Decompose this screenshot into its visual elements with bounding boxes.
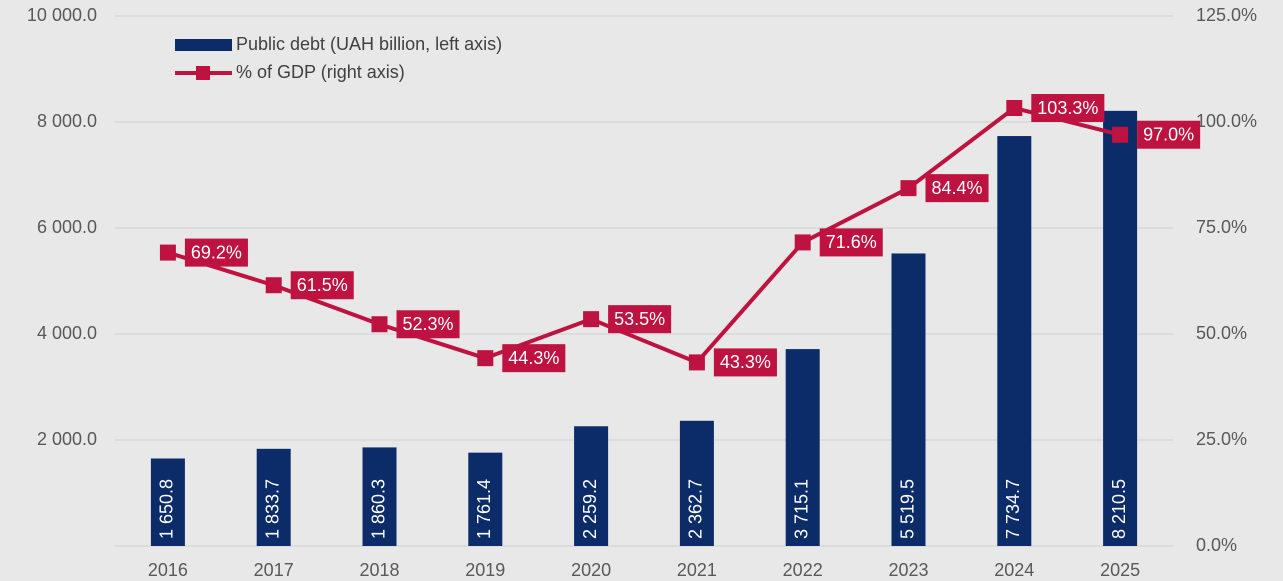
bar-value-label: 3 715.1 [791,479,811,539]
line-value-label: 43.3% [720,352,771,372]
line-marker [583,311,600,328]
y2-tick-label: 50.0% [1196,323,1247,343]
y-tick-label: 2 000.0 [37,429,97,449]
y2-tick-label: 100.0% [1196,111,1257,131]
x-tick-label: 2016 [148,560,188,580]
legend-swatch [175,39,232,51]
line-value-box [925,174,989,203]
bar-value-label: 1 650.8 [157,479,177,539]
bar-value-label: 2 362.7 [686,479,706,539]
line-marker [1112,126,1129,143]
x-tick-label: 2017 [254,560,294,580]
line-value-box [1137,120,1201,149]
bar-value-label: 1 833.7 [262,479,282,539]
line-value-label: 97.0% [1143,124,1194,144]
line-value-label: 61.5% [297,275,348,295]
y2-tick-label: 0.0% [1196,535,1237,555]
line-value-label: 53.5% [614,309,665,329]
bar [997,136,1032,546]
x-tick-label: 2021 [677,560,717,580]
legend-label: % of GDP (right axis) [236,62,405,82]
x-tick-label: 2024 [994,560,1034,580]
line-value-box [502,344,566,373]
legend-swatch-marker [196,66,210,80]
legend-label: Public debt (UAH billion, left axis) [236,34,502,54]
line-value-box [819,228,883,257]
bar-value-label: 8 210.5 [1109,479,1129,539]
line-marker [477,350,494,367]
bar-value-label: 5 519.5 [897,479,917,539]
x-tick-label: 2018 [359,560,399,580]
line-value-box [396,310,460,339]
bar [256,448,291,546]
line-value-label: 52.3% [403,314,454,334]
line-value-label: 44.3% [508,348,559,368]
y-tick-label: 8 000.0 [37,111,97,131]
bar [785,349,820,546]
line-value-label: 84.4% [932,178,983,198]
bar [150,458,185,546]
line-marker [688,354,705,371]
line-marker [159,244,176,261]
x-tick-label: 2019 [465,560,505,580]
y-tick-label: 10 000.0 [27,5,97,25]
bar-value-label: 1 761.4 [474,479,494,539]
x-tick-label: 2020 [571,560,611,580]
bar [468,452,503,546]
bar [891,253,926,547]
y-tick-label: 4 000.0 [37,323,97,343]
x-tick-label: 2022 [783,560,823,580]
line-marker [900,180,917,197]
bar-value-label: 2 259.2 [580,479,600,539]
line-value-box [1031,94,1105,123]
x-tick-label: 2025 [1100,560,1140,580]
line-marker [794,234,811,251]
y2-tick-label: 125.0% [1196,5,1257,25]
bar [1103,110,1138,546]
y2-tick-label: 25.0% [1196,429,1247,449]
line-marker [371,316,388,333]
line-value-box [713,348,777,377]
y-tick-label: 6 000.0 [37,217,97,237]
line-value-box [184,238,248,267]
line-value-box [290,271,354,300]
y2-tick-label: 75.0% [1196,217,1247,237]
bar-value-label: 7 734.7 [1003,479,1023,539]
line-value-label: 69.2% [191,242,242,262]
bar-value-label: 1 860.3 [368,479,388,539]
line [167,106,1121,365]
x-tick-label: 2023 [888,560,928,580]
line-value-label: 71.6% [826,232,877,252]
line-value-box [608,305,672,334]
line-marker [1006,100,1023,117]
bar [574,426,609,546]
bar [679,420,714,546]
line-value-label: 103.3% [1037,98,1098,118]
line-marker [265,277,282,294]
bar [362,447,397,546]
